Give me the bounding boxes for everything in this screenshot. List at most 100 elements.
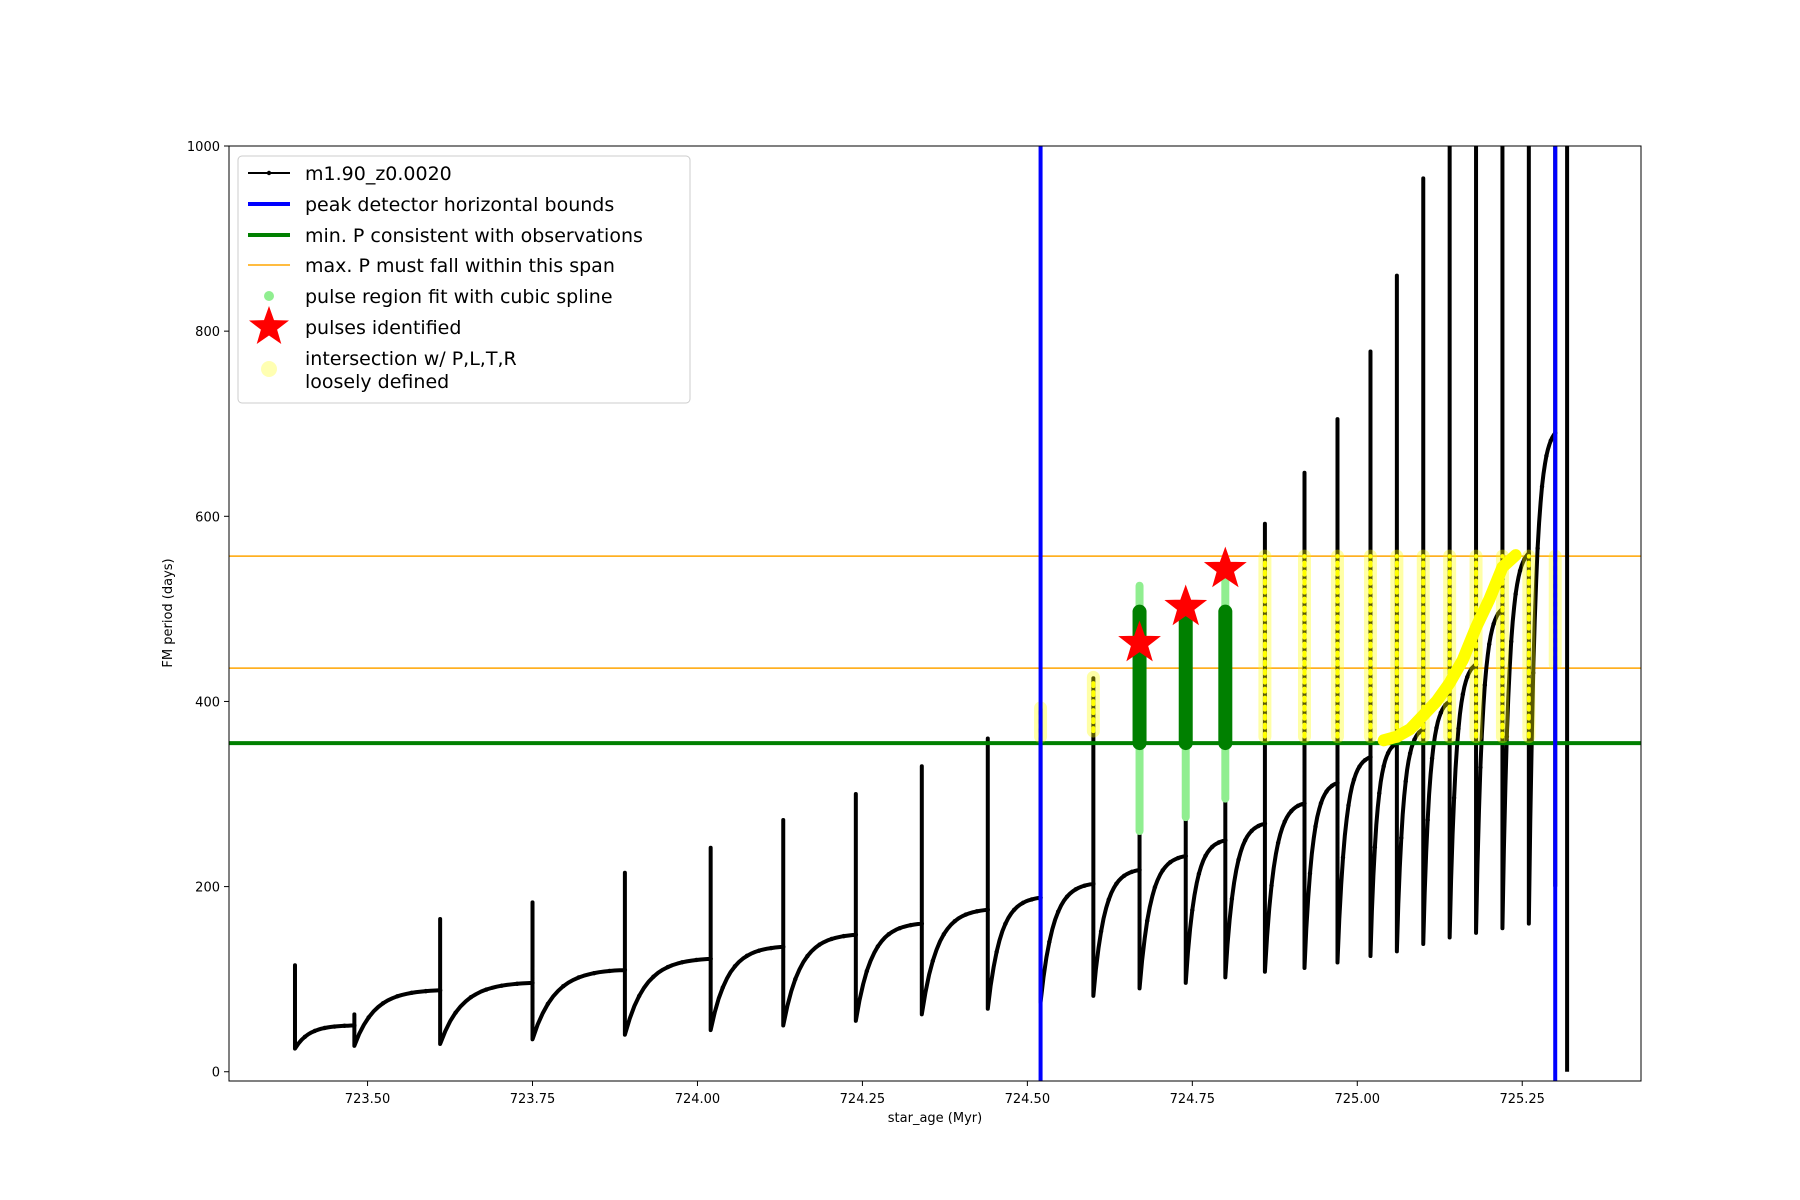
track-point — [829, 936, 834, 942]
track-point — [732, 964, 738, 969]
track-point — [1047, 939, 1052, 944]
track-point — [622, 967, 628, 973]
x-tick-label: 725.00 — [1335, 1092, 1381, 1107]
legend-label: intersection w/ P,L,T,R — [305, 348, 517, 370]
track-point — [994, 949, 999, 955]
track-point — [591, 970, 597, 976]
track-point — [768, 945, 774, 951]
track-point — [1098, 929, 1104, 934]
track-point — [1351, 777, 1357, 782]
x-axis-ticks: 723.50 723.75 724.00 724.25 724.50 724.75 725.… — [345, 1081, 1545, 1107]
track-point — [875, 944, 881, 949]
track-point — [1346, 803, 1351, 808]
track-point — [1399, 835, 1404, 841]
track-point — [395, 994, 400, 999]
track-point — [453, 1010, 458, 1015]
track-point — [1011, 907, 1017, 913]
track-point — [576, 975, 581, 980]
track-point — [793, 976, 798, 982]
x-tick-label: 723.50 — [345, 1092, 391, 1107]
track-point — [366, 1015, 371, 1020]
legend-label: peak detector horizontal bounds — [305, 194, 614, 216]
track-point — [1434, 725, 1439, 731]
legend-box — [237, 155, 691, 404]
track-point — [1073, 887, 1078, 892]
track-point — [1368, 754, 1373, 760]
track-point — [1544, 453, 1549, 459]
track-point — [805, 953, 810, 959]
track-point — [1425, 817, 1430, 823]
track-point — [1403, 779, 1408, 784]
track-point — [1390, 744, 1395, 749]
track-point — [886, 932, 892, 937]
track-point — [1535, 546, 1540, 551]
x-tick-label: 724.25 — [840, 1092, 886, 1107]
track-point — [437, 988, 443, 993]
track-point — [1216, 840, 1221, 845]
track-point — [720, 985, 725, 990]
y-axis-label: FM period (days) — [161, 558, 176, 667]
y-tick-label: 400 — [195, 695, 220, 710]
pulse-star — [1118, 620, 1161, 662]
legend-label-line2: loosely defined — [305, 371, 449, 393]
track-point — [1385, 750, 1391, 756]
track-point — [1539, 484, 1545, 489]
track-point — [1183, 853, 1188, 859]
track-point — [1377, 790, 1382, 796]
track-point — [302, 1034, 308, 1039]
track-point — [781, 944, 786, 949]
legend-entry: min. P consistent with observations — [248, 225, 643, 247]
track-point — [1517, 568, 1523, 573]
track-point — [1106, 897, 1111, 902]
y-tick-label: 600 — [195, 510, 220, 525]
track-point — [423, 988, 429, 994]
track-point — [530, 980, 535, 986]
legend-entry: pulses identified — [249, 306, 461, 344]
track-point — [468, 995, 474, 1000]
track-point — [1121, 873, 1127, 878]
track-point — [941, 932, 946, 937]
track-point — [985, 907, 990, 912]
track-point — [636, 993, 642, 999]
x-tick-label: 724.75 — [1170, 1092, 1216, 1107]
track-point — [1412, 737, 1417, 742]
track-point — [665, 964, 670, 970]
track-point — [864, 968, 870, 974]
track-point — [1526, 551, 1532, 556]
track-point — [1548, 438, 1554, 443]
track-point — [1381, 764, 1386, 769]
track-point — [1307, 871, 1313, 876]
track-point — [484, 987, 489, 992]
x-axis-label: star_age (Myr) — [888, 1111, 982, 1126]
track-point — [1465, 674, 1470, 680]
track-point — [312, 1028, 317, 1034]
legend-swatch-point — [266, 170, 272, 176]
y-axis-ticks: 0 200 400 600 800 1000 — [187, 140, 229, 1081]
legend-swatch-intersection — [261, 361, 277, 377]
track-point — [651, 974, 656, 979]
track-point — [1242, 838, 1248, 843]
track-point — [1324, 789, 1329, 794]
track-point — [853, 932, 859, 937]
track-point — [409, 990, 414, 996]
pulse-markers — [1118, 546, 1247, 662]
track-point — [342, 1023, 347, 1029]
track-point — [1129, 869, 1135, 875]
track-point — [919, 921, 925, 926]
legend-entry: max. P must fall within this span — [248, 255, 615, 277]
track-point — [1295, 803, 1301, 809]
track-point — [1478, 765, 1483, 770]
pulse-star — [1203, 546, 1247, 588]
track-point — [694, 957, 699, 963]
track-point — [1256, 823, 1261, 829]
track-point — [841, 933, 846, 939]
legend-label: pulse region fit with cubic spline — [305, 286, 613, 308]
track-point — [1029, 897, 1034, 902]
track-point — [1137, 867, 1142, 873]
track-point — [1491, 621, 1496, 627]
track-point — [322, 1025, 327, 1031]
track-point — [1438, 710, 1444, 715]
